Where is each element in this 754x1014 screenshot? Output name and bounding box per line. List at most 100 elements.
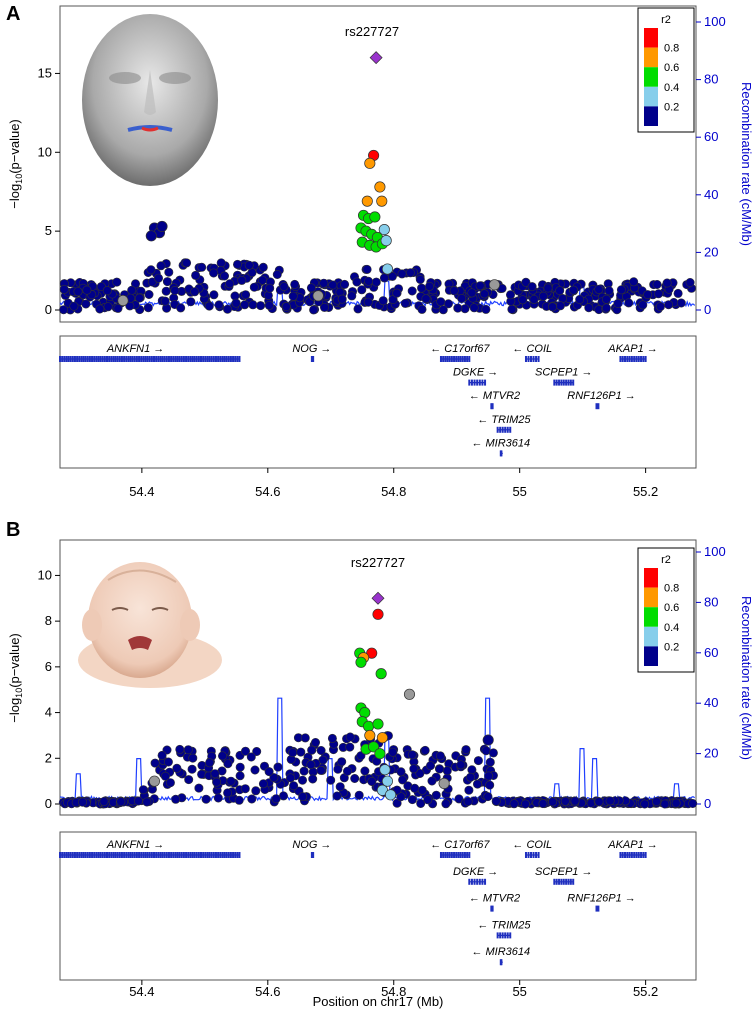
panel-a-bg-point bbox=[584, 303, 594, 313]
panel-a-bg-point bbox=[209, 268, 219, 278]
panel-b-bg-point bbox=[461, 745, 471, 755]
panel-a-bg-point bbox=[527, 282, 537, 292]
panel-a-gene-exon-0 bbox=[61, 356, 64, 362]
panel-b-ytick-label-5: 10 bbox=[38, 567, 52, 582]
panel-a-gene-exon-0 bbox=[191, 356, 194, 362]
panel-a-bg-point bbox=[197, 262, 207, 272]
panel-a-snp-point-7 bbox=[369, 211, 381, 223]
panel-b-rtick-label-1: 20 bbox=[704, 746, 718, 761]
panel-a-bg-point bbox=[249, 282, 259, 292]
panel-a-gene-exon-0 bbox=[138, 356, 141, 362]
panel-b-bg-point bbox=[467, 765, 477, 775]
panel-b-gene-exon-6 bbox=[555, 878, 558, 885]
panel-b-bg-point bbox=[273, 762, 283, 772]
panel-b-legend-level-2: 0.4 bbox=[664, 622, 679, 634]
panel-b-gene-exon-0 bbox=[76, 852, 79, 858]
panel-b-gene-exon-2 bbox=[459, 852, 462, 858]
panel-a-bg-point bbox=[279, 281, 289, 291]
panel-b-gene-exon-4 bbox=[624, 852, 627, 858]
panel-a-xtick-label-4: 55.2 bbox=[633, 484, 658, 499]
panel-a-gene-exon-0 bbox=[69, 356, 72, 362]
panel-a-bg-point bbox=[538, 291, 548, 301]
panel-a-bg-point bbox=[288, 291, 298, 301]
panel-b-legend-level-0: 0.8 bbox=[664, 583, 679, 595]
panel-a-gene-exon-0 bbox=[219, 356, 222, 362]
panel-b-ytick-label-1: 2 bbox=[45, 750, 52, 765]
panel-a-bg-point bbox=[347, 291, 357, 301]
panel-b-bg-point bbox=[187, 764, 197, 774]
panel-a-gene-exon-3 bbox=[527, 356, 530, 362]
panel-a-bg-point bbox=[244, 260, 254, 270]
panel-b-gene-exon-9 bbox=[496, 932, 499, 939]
panel-a-xtick-label-1: 54.6 bbox=[255, 484, 280, 499]
panel-b-gene-exon-0 bbox=[131, 852, 134, 858]
panel-a-gene-exon-0 bbox=[71, 356, 74, 362]
panel-a-gene-exon-0 bbox=[101, 356, 104, 362]
panel-a-gene-exon-0 bbox=[142, 356, 145, 362]
panel-b-lead-snp-marker bbox=[371, 591, 385, 605]
panel-a-bg-point bbox=[652, 279, 662, 289]
panel-b-snp-point-0 bbox=[372, 608, 384, 620]
panel-b-gene-exon-6 bbox=[567, 878, 570, 885]
panel-b-gene-exon-3 bbox=[535, 852, 538, 858]
panel-a-bg-point bbox=[340, 279, 350, 289]
panel-b-gene-exon-0 bbox=[93, 852, 96, 858]
panel-a-rtick-label-1: 20 bbox=[704, 244, 718, 259]
panel-letter-a: A bbox=[6, 3, 20, 25]
panel-a-bg-point bbox=[521, 277, 531, 287]
panel-b-xtick-label-4: 55.2 bbox=[633, 984, 658, 999]
panel-b-gene-exon-0 bbox=[82, 852, 85, 858]
panel-a-bg-point bbox=[481, 304, 491, 314]
panel-b-gene-exon-0 bbox=[217, 852, 220, 858]
panel-a-gene-exon-0 bbox=[146, 356, 149, 362]
panel-a-bg-point bbox=[225, 279, 235, 289]
panel-a-bg-point bbox=[290, 279, 300, 289]
panel-b-gene-exon-4 bbox=[621, 852, 624, 858]
panel-b-gene-exon-6 bbox=[572, 878, 575, 885]
panel-b-plot-frame bbox=[59, 539, 697, 816]
panel-a-gene-exon-0 bbox=[153, 356, 156, 362]
panel-a-gene-exon-0 bbox=[232, 356, 235, 362]
face-3d-illustration bbox=[82, 14, 218, 186]
panel-a-gene-exon-0 bbox=[116, 356, 119, 362]
panel-a-legend-swatch-3 bbox=[644, 86, 658, 107]
panel-b-gene-exon-6 bbox=[560, 878, 563, 885]
panel-a-legend-level-0: 0.8 bbox=[664, 43, 679, 55]
panel-b-bg-point bbox=[201, 794, 211, 804]
panel-b-bg-point bbox=[289, 781, 299, 791]
panel-b-gene-exon-0 bbox=[157, 852, 160, 858]
panel-a-bg-point bbox=[400, 298, 410, 308]
panel-a-bg-point bbox=[156, 261, 166, 271]
panel-a-gene-exon-2 bbox=[446, 356, 449, 362]
panel-a-bg-point bbox=[424, 281, 434, 291]
panel-b-gene-exon-0 bbox=[227, 852, 230, 858]
panel-a-gene-exon-0 bbox=[86, 356, 89, 362]
panel-a-xtick-label-0: 54.4 bbox=[129, 484, 154, 499]
panel-a-gene-exon-4 bbox=[635, 356, 638, 362]
panel-b-snp-point-19 bbox=[385, 789, 397, 801]
panel-b-gene-exon-9 bbox=[509, 932, 512, 939]
panel-a-gene-exon-0 bbox=[144, 356, 147, 362]
panel-b-gene-exon-4 bbox=[637, 852, 640, 858]
panel-a-gene-exon-0 bbox=[238, 356, 241, 362]
panel-a-bg-point bbox=[594, 284, 604, 294]
panel-letter-b: B bbox=[6, 519, 20, 541]
panel-b-bg-point bbox=[388, 747, 398, 757]
panel-b-gene-exon-0 bbox=[148, 852, 151, 858]
panel-a-bg-point bbox=[160, 296, 170, 306]
panel-b-gene-exon-0 bbox=[120, 852, 123, 858]
panel-b-gene-exon-4 bbox=[642, 852, 645, 858]
panel-b-snp-point-7 bbox=[359, 707, 371, 719]
panel-a-gene-exon-8 bbox=[597, 403, 600, 410]
panel-b-snp-point-16 bbox=[379, 764, 391, 776]
panel-a-gene-exon-0 bbox=[155, 356, 158, 362]
panel-a-bg-point bbox=[685, 277, 695, 287]
panel-a-bg-point bbox=[616, 285, 626, 295]
panel-a-bg-point bbox=[353, 304, 363, 314]
panel-b-bg-point bbox=[660, 799, 670, 809]
panel-b-gene-exon-2 bbox=[446, 852, 449, 858]
panel-b-gene-exon-0 bbox=[150, 852, 153, 858]
panel-b-gene-exon-0 bbox=[189, 852, 192, 858]
panel-a-bg-point bbox=[415, 274, 425, 284]
panel-b-bg-point bbox=[240, 784, 250, 794]
